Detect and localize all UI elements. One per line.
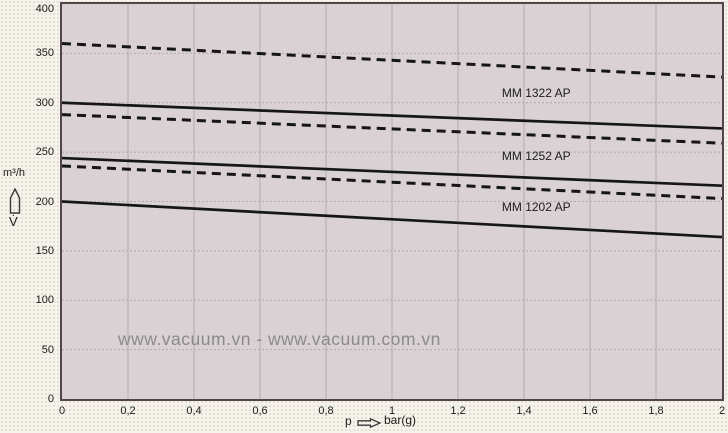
x-tick-label: 1,2 [450, 405, 466, 417]
y-tick-label: 100 [35, 294, 54, 307]
curve-mm-1202-ap-dashed [62, 164, 722, 201]
x-tick-label: 0,6 [252, 405, 268, 417]
y-tick-label: 0 [47, 393, 54, 405]
curve-label: MM 1252 AP [501, 149, 571, 164]
y-tick-label: 350 [35, 47, 54, 60]
curves-canvas [62, 4, 722, 399]
y-tick-label: 300 [35, 96, 54, 109]
x-tick-label: 1,8 [648, 405, 664, 417]
arrow-right-icon [357, 418, 381, 428]
y-tick-label: 50 [41, 343, 54, 356]
curve-mm-1252-ap-solid [62, 156, 722, 188]
x-axis-unit-label: bar(g) [384, 413, 417, 427]
y-axis-unit-label: m³/h [3, 167, 25, 179]
watermark: www.vacuum.vn - www.vacuum.com.vn [118, 329, 441, 349]
y-tick-label: 200 [35, 195, 54, 208]
x-tick-label: 1 [388, 405, 396, 417]
curve-mm-1252-ap-dashed [62, 113, 722, 145]
x-tick-label: 1,6 [582, 405, 598, 417]
x-tick-label: 0 [58, 405, 66, 417]
curve-mm-1202-ap-solid [62, 200, 722, 239]
curve-mm-1322-ap-solid [62, 101, 722, 130]
y-tick-label: 400 [35, 3, 54, 15]
x-tick-label: 2 [718, 405, 726, 417]
y-tick-label: 150 [35, 244, 54, 257]
plot-area: www.vacuum.vn - www.vacuum.com.vn MM 132… [60, 2, 724, 401]
x-tick-label: 0,4 [186, 405, 202, 417]
x-tick-label: 0,8 [318, 405, 334, 417]
x-tick-label: 0,2 [120, 405, 136, 417]
y-axis-symbol: V̇ [9, 214, 18, 229]
curve-label: MM 1202 AP [501, 200, 571, 215]
x-tick-label: 1,4 [516, 405, 532, 417]
curve-label: MM 1322 AP [501, 85, 571, 100]
x-axis-symbol: p [345, 414, 352, 428]
curve-mm-1322-ap-dashed [62, 42, 722, 79]
y-tick-label: 250 [35, 146, 54, 159]
arrow-up-icon [9, 188, 21, 214]
